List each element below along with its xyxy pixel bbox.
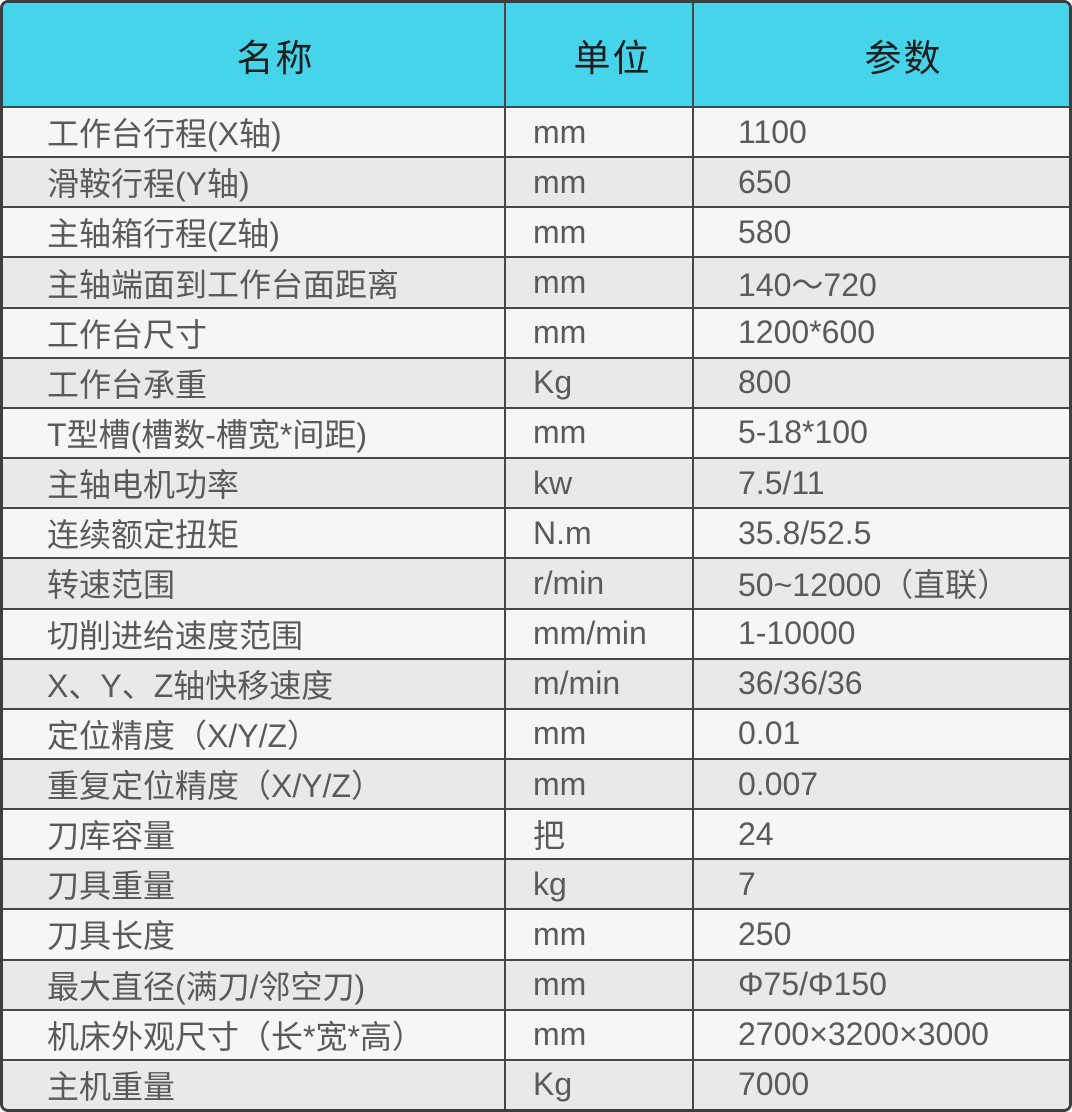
table-row: 工作台尺寸 mm 1200*600 [3,306,1069,357]
row-unit: Kg [506,1060,694,1109]
row-name: 滑鞍行程(Y轴) [3,158,506,207]
row-name: 主轴端面到工作台面距离 [3,258,506,307]
table-row: 滑鞍行程(Y轴) mm 650 [3,156,1069,207]
row-unit: mm [506,308,694,357]
table-row: 转速范围 r/min 50~12000（直联） [3,557,1069,608]
row-name: 工作台行程(X轴) [3,108,506,157]
table-row: 主轴电机功率 kw 7.5/11 [3,457,1069,508]
table-row: 主轴箱行程(Z轴) mm 580 [3,206,1069,257]
row-param: 1100 [738,113,807,150]
row-param: 650 [738,163,792,200]
row-param: 0.01 [738,715,801,752]
table-row: 连续额定扭矩 N.m 35.8/52.5 [3,507,1069,558]
row-unit: mm [506,910,694,959]
row-param: 140～720 [738,266,877,303]
row-name: 重复定位精度（X/Y/Z） [3,759,506,809]
row-name: 连续额定扭矩 [3,509,506,558]
table-row: X、Y、Z轴快移速度 m/min 36/36/36 [3,657,1069,708]
row-name: 刀库容量 [3,810,506,859]
table-row: 主轴端面到工作台面距离 mm 140～720 [3,256,1069,307]
row-param: 24 [738,815,774,852]
row-param: 50~12000（直联） [738,567,1010,604]
row-unit: mm [506,960,694,1009]
row-param: 1-10000 [738,615,856,652]
header-param: 参数 [864,37,943,79]
row-unit: kw [506,459,694,508]
row-param: 7.5/11 [738,464,825,501]
table-row: 刀具重量 kg 7 [3,858,1069,909]
table-row: 切削进给速度范围 mm/min 1-10000 [3,607,1069,658]
row-unit: Kg [506,358,694,407]
table-row: 刀库容量 把 24 [3,808,1069,859]
table-row: 机床外观尺寸（长*宽*高） mm 2700×3200×3000 [3,1008,1069,1059]
table-row: 主机重量 Kg 7000 [3,1058,1069,1109]
table-row: 刀具长度 mm 250 [3,908,1069,959]
row-name: 切削进给速度范围 [3,609,506,658]
table-row: 最大直径(满刀/邻空刀) mm Φ75/Φ150 [3,958,1069,1009]
row-unit: mm [506,108,694,157]
row-unit: mm [506,1010,694,1059]
header-unit: 单位 [506,3,694,106]
row-unit: mm/min [506,609,694,658]
row-unit: mm [506,759,694,809]
row-unit: mm [506,709,694,758]
row-unit: mm [506,208,694,257]
row-param: 580 [738,213,792,250]
row-name: 工作台承重 [3,358,506,407]
table-row: 工作台承重 Kg 800 [3,356,1069,407]
row-param: 35.8/52.5 [738,514,872,551]
row-unit: mm [506,158,694,207]
row-name: 主轴箱行程(Z轴) [3,208,506,257]
row-unit: mm [506,258,694,307]
row-unit: 把 [506,810,694,859]
row-param: 0.007 [738,765,819,802]
row-param: 800 [738,364,792,401]
row-param: 250 [738,915,792,952]
row-name: 机床外观尺寸（长*宽*高） [3,1010,506,1059]
row-param: 5-18*100 [738,414,868,451]
row-unit: kg [506,860,694,909]
header-name: 名称 [3,3,506,106]
table-header-row: 名称 单位 参数 [3,3,1069,106]
table-row: 定位精度（X/Y/Z） mm 0.01 [3,707,1069,758]
row-name: 工作台尺寸 [3,308,506,357]
row-param: 7000 [738,1066,810,1103]
row-name: T型槽(槽数-槽宽*间距) [3,408,506,458]
row-name: 刀具重量 [3,860,506,909]
table-row: 重复定位精度（X/Y/Z） mm 0.007 [3,757,1069,809]
table-row: T型槽(槽数-槽宽*间距) mm 5-18*100 [3,406,1069,458]
row-param: 7 [738,865,756,902]
row-unit: r/min [506,559,694,608]
row-name: 主机重量 [3,1060,506,1109]
row-param: Φ75/Φ150 [738,966,887,1003]
row-name: 转速范围 [3,559,506,608]
row-name: 最大直径(满刀/邻空刀) [3,960,506,1009]
row-unit: mm [506,408,694,458]
table-row: 工作台行程(X轴) mm 1100 [3,106,1069,157]
row-name: 主轴电机功率 [3,459,506,508]
row-name: 刀具长度 [3,910,506,959]
row-param: 1200*600 [738,314,876,351]
row-param: 2700×3200×3000 [738,1016,989,1053]
row-name: 定位精度（X/Y/Z） [3,709,506,758]
row-param: 36/36/36 [738,665,863,702]
row-unit: N.m [506,509,694,558]
row-unit: m/min [506,659,694,708]
row-name: X、Y、Z轴快移速度 [3,659,506,708]
